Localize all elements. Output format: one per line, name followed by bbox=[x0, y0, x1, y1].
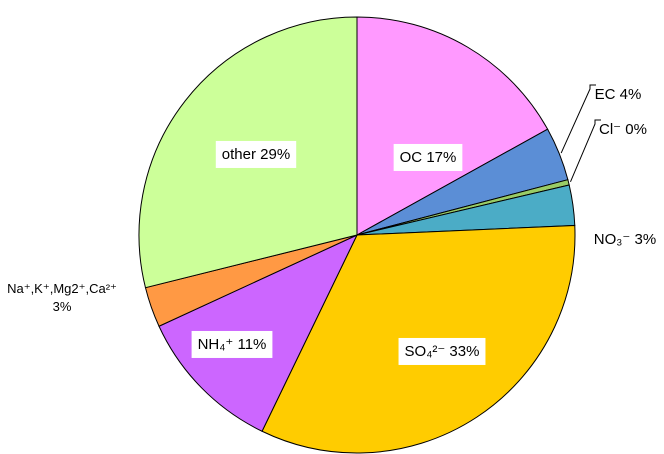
label-box bbox=[215, 140, 297, 168]
data-label: Na⁺,K⁺,Mg2⁺,Ca²⁺ 3% bbox=[7, 281, 117, 314]
data-label-text: other 29% bbox=[222, 146, 290, 163]
value-label: 33% bbox=[449, 343, 479, 360]
category-label: other bbox=[222, 146, 256, 163]
data-label-text: Cl⁻ 0% bbox=[599, 121, 647, 138]
value-label: 17% bbox=[426, 149, 456, 166]
data-label: Cl⁻ 0% bbox=[599, 121, 647, 138]
label-box bbox=[398, 337, 486, 365]
category-label: EC bbox=[595, 86, 616, 103]
category-label: Na⁺,K⁺,Mg2⁺,Ca²⁺ bbox=[7, 281, 117, 296]
leader-line bbox=[570, 119, 601, 183]
category-label: NH₄⁺ bbox=[198, 336, 234, 353]
data-label: EC 4% bbox=[595, 86, 642, 103]
data-label-text: OC 17% bbox=[400, 149, 457, 166]
value-label: 0% bbox=[625, 121, 647, 138]
leader-line bbox=[560, 84, 596, 154]
data-label-text: SO₄²⁻ 33% bbox=[405, 343, 480, 360]
pie-slice bbox=[356, 16, 549, 236]
label-box bbox=[393, 143, 463, 171]
data-label-text: NH₄⁺ 11% bbox=[198, 336, 267, 353]
data-label: other 29% bbox=[215, 140, 297, 168]
category-label: NO₃⁻ bbox=[594, 231, 631, 248]
category-label: Cl⁻ bbox=[599, 121, 621, 138]
value-label: 3% bbox=[635, 231, 657, 248]
value-label: 29% bbox=[260, 146, 290, 163]
data-label-text: Na⁺,K⁺,Mg2⁺,Ca²⁺ 3% bbox=[7, 281, 117, 314]
data-label-text: NO₃⁻ 3% bbox=[594, 231, 656, 248]
data-label: OC 17% bbox=[393, 143, 463, 171]
data-label: NH₄⁺ 11% bbox=[191, 330, 273, 358]
value-label: 11% bbox=[237, 336, 266, 353]
data-label: SO₄²⁻ 33% bbox=[398, 337, 486, 365]
label-box bbox=[191, 330, 273, 358]
category-label: OC bbox=[400, 149, 423, 166]
value-label: 3% bbox=[53, 299, 72, 314]
value-label: 4% bbox=[620, 86, 642, 103]
category-label: SO₄²⁻ bbox=[405, 343, 446, 360]
data-label: NO₃⁻ 3% bbox=[594, 231, 656, 248]
data-label-text: EC 4% bbox=[595, 86, 642, 103]
